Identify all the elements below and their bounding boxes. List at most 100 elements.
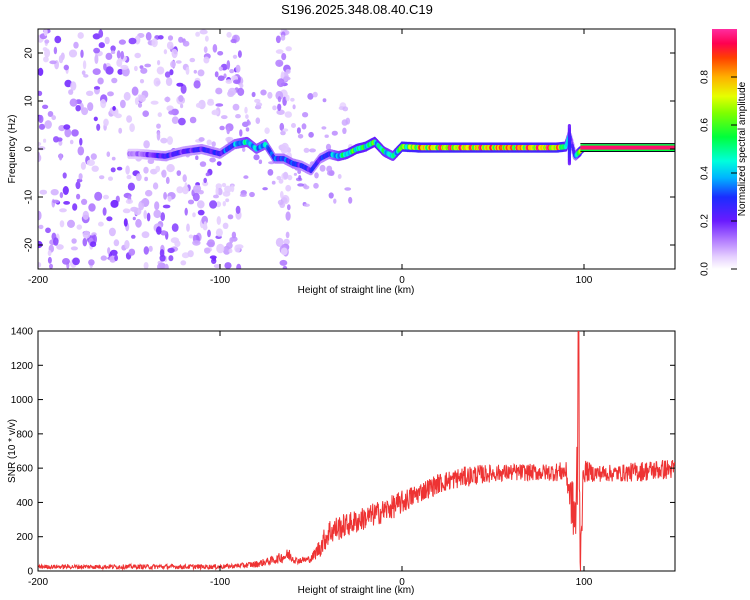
noise-blob — [112, 106, 116, 111]
x-tick-label: 100 — [576, 577, 593, 588]
noise-blob — [235, 114, 241, 119]
noise-blob — [181, 252, 190, 259]
noise-blob — [275, 59, 284, 67]
noise-blob — [63, 201, 70, 205]
noise-blob — [59, 208, 67, 213]
noise-blob — [53, 46, 58, 55]
noise-blob — [83, 74, 89, 78]
noise-blob — [151, 38, 158, 48]
x-tick-label: 0 — [399, 577, 405, 588]
noise-blob — [106, 216, 113, 222]
noise-blob — [226, 60, 231, 70]
noise-blob — [156, 80, 161, 85]
noise-blob — [160, 230, 168, 236]
noise-blob — [144, 63, 152, 68]
noise-blob — [279, 259, 288, 266]
noise-blob — [180, 103, 184, 109]
noise-blob — [281, 53, 287, 61]
x-tick-label: 0 — [399, 275, 405, 286]
noise-blob — [114, 254, 118, 262]
noise-blob — [94, 191, 103, 201]
noise-blob — [307, 93, 314, 100]
noise-blob — [176, 170, 182, 177]
noise-blob — [63, 124, 71, 130]
noise-blob — [108, 176, 113, 181]
snr-y-label: SNR (10 * v/v) — [7, 419, 18, 483]
noise-blob — [162, 204, 171, 209]
noise-blob — [77, 146, 85, 156]
noise-blob — [49, 60, 57, 65]
noise-blob — [166, 164, 175, 173]
noise-blob — [54, 35, 62, 44]
noise-blob — [44, 39, 50, 44]
noise-blob — [229, 237, 234, 244]
noise-blob — [163, 192, 168, 200]
noise-blob — [69, 139, 74, 145]
noise-blob — [98, 29, 104, 38]
noise-blob — [110, 249, 118, 256]
noise-blob — [297, 169, 302, 174]
snr-series-line — [38, 331, 675, 571]
noise-blob — [47, 250, 52, 257]
noise-blob — [56, 244, 64, 250]
noise-blob — [171, 223, 179, 232]
noise-blob — [229, 69, 235, 74]
noise-blob — [78, 173, 83, 180]
noise-blob — [276, 175, 282, 181]
noise-blob — [251, 91, 256, 98]
noise-blob — [140, 67, 148, 74]
noise-blob — [187, 250, 194, 258]
noise-blob — [134, 97, 139, 105]
noise-blob — [185, 66, 190, 75]
noise-blob — [285, 94, 290, 102]
noise-blob — [64, 128, 72, 138]
noise-blob — [337, 174, 342, 179]
colorbar-bar — [712, 29, 737, 269]
snr-panel: -200 -100 0 100 0 200 400 600 800 1000 1200 1400 H… — [7, 327, 676, 596]
noise-blob — [70, 246, 78, 251]
noise-blob — [160, 137, 168, 144]
noise-blob — [282, 128, 289, 132]
snr-x-ticks: -200 -100 0 100 — [28, 331, 593, 588]
noise-blob — [203, 56, 210, 64]
noise-blob — [62, 186, 69, 195]
noise-blob — [205, 172, 210, 177]
noise-blob — [197, 69, 205, 77]
noise-blob — [128, 248, 136, 256]
noise-blob — [132, 216, 136, 221]
noise-blob — [160, 212, 165, 222]
noise-blob — [296, 127, 301, 134]
noise-blob — [242, 147, 246, 153]
noise-blob — [100, 99, 107, 109]
noise-blob — [188, 234, 194, 239]
noise-blob — [105, 66, 114, 75]
noise-blob — [308, 131, 314, 138]
noise-blob — [157, 262, 166, 269]
noise-blob — [217, 51, 224, 56]
colorbar-label: Normalized spectral amplitude — [737, 81, 748, 216]
noise-blob — [212, 256, 216, 261]
noise-blob — [150, 100, 159, 105]
noise-blob — [42, 47, 48, 52]
noise-blob — [290, 97, 295, 102]
noise-blob — [142, 110, 149, 117]
noise-blob — [165, 77, 173, 86]
noise-blob — [283, 171, 289, 180]
noise-blob — [236, 263, 242, 269]
noise-blob — [176, 186, 184, 194]
noise-blob — [282, 265, 288, 269]
noise-blob — [215, 103, 224, 107]
noise-blob — [203, 221, 208, 230]
noise-blob — [156, 131, 161, 141]
noise-blob — [71, 238, 77, 244]
noise-blob — [69, 98, 78, 107]
noise-blob — [154, 201, 160, 211]
noise-blob — [277, 199, 284, 206]
noise-blob — [120, 99, 126, 109]
noise-blob — [81, 70, 86, 75]
noise-blob — [195, 31, 201, 37]
noise-blob — [226, 126, 230, 135]
noise-blob — [245, 127, 250, 132]
